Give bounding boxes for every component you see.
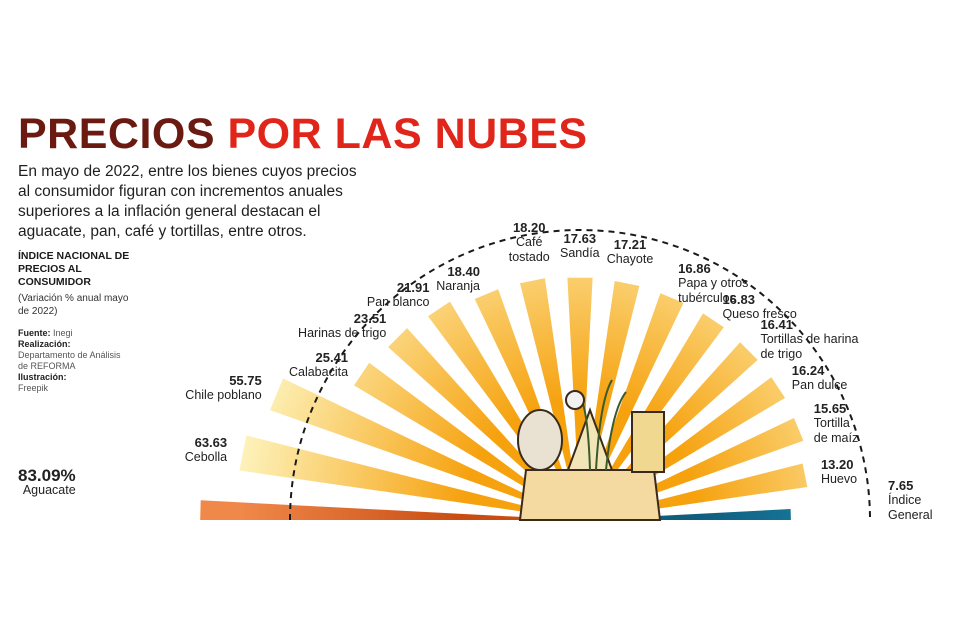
category-label: Sandía [560,246,600,261]
ray-bar [270,378,573,518]
value-label: 23.51 Harinas de trigo [298,311,386,341]
value-number: 17.63 [563,231,597,247]
grocery-bag-part [565,390,585,410]
value-number: 16.83 [722,291,755,307]
value-number: 25.41 [315,349,349,365]
category-label: Papa y otros [678,275,749,290]
value-label: 13.20 Huevo [821,457,857,487]
value-number: 16.41 [760,317,793,333]
value-number: 17.21 [613,237,647,253]
ray-bar [354,362,574,516]
category-label: Queso fresco [722,306,797,321]
value-number: 55.75 [229,372,262,388]
value-number: 13.20 [820,457,854,473]
value-number: 83.09% [18,466,76,485]
category-label: Calabacita [288,364,349,379]
value-label: 21.91 Pan blanco [367,280,430,310]
grocery-bag-part [631,411,665,473]
intro-text: En mayo de 2022, entre los bienes cuyos … [18,163,357,240]
value-label: 17.21 Chayote [607,237,654,267]
category-label: Pan dulce [791,378,848,393]
category-label: Naranja [436,279,480,294]
category-label: de maíz [813,430,859,445]
category-label: Cebolla [184,449,228,464]
value-number: 7.65 [888,478,914,493]
value-label: 15.65 Tortilla de maíz [814,401,858,446]
sidebar-notes: ÍNDICE NACIONAL DE PRECIOS AL CONSUMIDOR… [18,250,130,394]
value-label: 17.63 Sandía [560,231,600,261]
value-number: 21.91 [396,280,430,296]
credits: Fuente: Inegi Realización: Departamento … [18,328,130,394]
category-label: tubérculos [678,290,736,305]
value-label: 16.86 Papa y otros tubérculos [678,261,748,306]
chart-title: PRECIOS POR LAS NUBES [18,110,588,159]
ray-bar [239,435,573,519]
value-label: 55.75 Chile poblano [185,373,261,403]
made-label: Realización: [18,339,71,349]
index-title: ÍNDICE NACIONAL DE PRECIOS AL CONSUMIDOR [18,250,130,288]
grocery-bag-part [517,409,563,471]
category-label: Huevo [820,472,858,487]
grocery-bag-part [518,469,662,521]
ray-bar [520,278,579,513]
value-number: 16.86 [678,260,711,276]
index-note: (Variación % anual mayo de 2022) [18,293,129,317]
reference-arc [289,229,871,521]
value-label: 7.65 Índice General [888,478,932,523]
category-label: Café [516,234,543,249]
value-label: 16.41 Tortillas de harina de trigo [760,317,858,362]
category-label: General [888,508,933,522]
value-label: 25.41 Calabacita [289,350,348,380]
source-label: Fuente: [18,328,51,338]
value-number: 15.65 [813,400,847,416]
category-label: tostado [508,249,550,264]
made-value: Departamento de Análisis de REFORMA [18,350,121,371]
title-part-1: PRECIOS [18,110,216,158]
source-value: Inegi [53,328,73,338]
category-label: Pan blanco [366,295,430,310]
value-label: 18.40 Naranja [436,264,480,294]
category-label: Tortilla [813,415,850,430]
value-label: 83.09% Aguacate [18,466,76,498]
value-label: 63.63 Cebolla [185,435,227,465]
category-label: Tortillas de harina [760,332,859,347]
value-number: 23.51 [353,311,387,327]
value-number: 16.24 [791,363,825,379]
value-number: 18.20 [512,219,546,235]
illustration-value: Freepik [18,383,49,393]
grocery-bag-icon [517,379,665,521]
value-number: 18.40 [447,264,480,280]
value-label: 16.83 Queso fresco [722,292,796,322]
title-part-2: POR LAS NUBES [227,110,588,158]
ray-bar [200,500,572,520]
category-label: Harinas de trigo [298,326,387,341]
value-label: 16.24 Pan dulce [792,363,848,393]
value-label: 18.20 Café tostado [509,220,550,265]
category-label: Índice [888,493,922,507]
category-label: de trigo [760,347,803,362]
illustration-label: Ilustración: [18,372,67,382]
value-number: 63.63 [194,434,228,450]
category-label: Chile poblano [185,387,262,402]
category-label: Aguacate [22,483,76,497]
ray-bar [388,328,575,515]
category-label: Chayote [606,252,654,267]
